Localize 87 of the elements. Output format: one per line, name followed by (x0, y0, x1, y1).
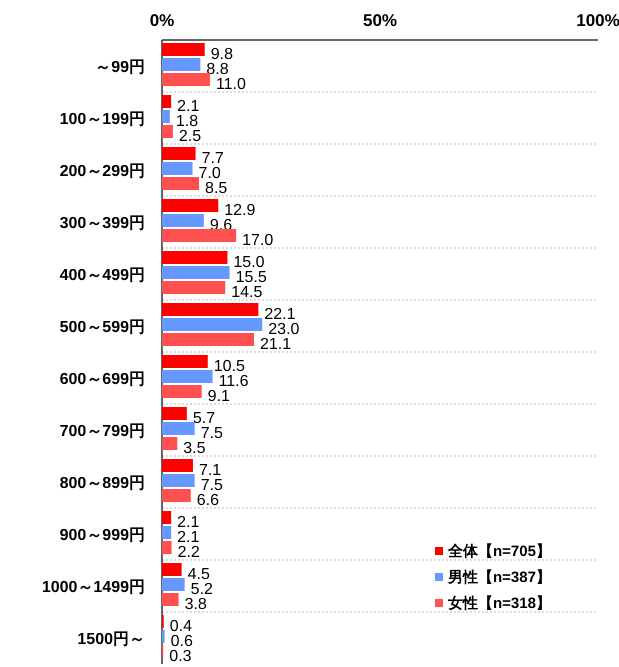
bar (162, 489, 191, 502)
bar (162, 333, 254, 346)
x-tick-label: 0% (150, 11, 174, 30)
data-label: 8.5 (205, 180, 228, 197)
data-label: 8.8 (206, 61, 229, 78)
data-label: 1.8 (176, 113, 198, 130)
legend-label: 全体【n=705】 (447, 543, 551, 560)
data-label: 15.0 (233, 254, 265, 271)
bar (162, 214, 204, 227)
data-label: 0.6 (170, 633, 193, 650)
bar (162, 147, 196, 160)
data-label: 4.5 (188, 566, 210, 583)
data-label: 3.8 (184, 596, 207, 613)
y-tick-label: 400～499円 (60, 267, 145, 284)
bar (162, 125, 173, 138)
data-label: 21.1 (260, 336, 292, 353)
bar (162, 459, 193, 472)
y-tick-label: 1500円～ (77, 631, 145, 648)
data-label: 3.5 (183, 440, 206, 457)
data-label: 7.5 (200, 477, 224, 494)
y-tick-label: 600～699円 (60, 371, 145, 388)
data-label: 7.5 (200, 425, 224, 442)
data-label: 2.1 (177, 98, 200, 115)
data-label: 9.8 (210, 46, 234, 63)
y-tick-label: 500～599円 (60, 319, 145, 336)
bar (162, 318, 262, 331)
bar (162, 511, 172, 524)
data-label: 23.0 (268, 321, 300, 338)
y-tick-label: 100～199円 (60, 111, 145, 128)
data-label: 17.0 (242, 232, 274, 249)
data-label: 2.2 (178, 544, 200, 561)
bar (162, 281, 226, 294)
bar (162, 630, 165, 643)
bar (162, 199, 218, 212)
bar (162, 422, 195, 435)
legend-label: 女性【n=318】 (447, 595, 551, 612)
bar (162, 541, 172, 554)
bar (162, 355, 208, 368)
y-tick-label: 700～799円 (60, 423, 145, 440)
y-tick-label: ～99円 (95, 59, 145, 76)
data-label: 14.5 (231, 284, 262, 301)
bar (162, 474, 195, 487)
bar (162, 43, 205, 56)
bar (162, 407, 187, 420)
y-tick-label: 200～299円 (60, 163, 145, 180)
bar (162, 593, 179, 606)
data-label: 7.7 (202, 150, 224, 167)
bar (162, 229, 236, 242)
data-label: 22.1 (264, 306, 296, 323)
legend-label: 男性【n=387】 (447, 569, 551, 586)
data-label: 12.9 (224, 202, 256, 219)
bar (162, 578, 185, 591)
y-tick-label: 300～399円 (60, 215, 145, 232)
bar (162, 303, 258, 316)
data-label: 2.5 (178, 128, 202, 145)
data-label: 2.1 (177, 529, 200, 546)
bar (162, 437, 178, 450)
bar (162, 73, 210, 86)
data-label: 5.2 (190, 581, 214, 598)
data-label: 10.5 (214, 358, 246, 375)
x-tick-label: 100% (576, 11, 619, 30)
bar (162, 526, 172, 539)
bar (162, 95, 172, 108)
bar (162, 251, 228, 264)
bar (162, 177, 200, 190)
data-label: 9.1 (208, 388, 230, 405)
bar (162, 266, 230, 279)
data-label: 6.6 (196, 492, 220, 509)
bar (162, 162, 193, 175)
data-label: 0.4 (170, 618, 192, 635)
data-label: 7.0 (198, 165, 221, 182)
y-tick-label: 900～999円 (60, 527, 145, 544)
data-label: 11.0 (216, 76, 246, 93)
y-tick-label: 800～899円 (60, 475, 145, 492)
y-tick-label: 1000～1499円 (42, 579, 145, 596)
bar (162, 370, 213, 383)
bar (162, 110, 170, 123)
bar (162, 385, 202, 398)
data-label: 15.5 (236, 269, 267, 286)
bar (162, 563, 182, 576)
data-label: 0.3 (169, 648, 192, 665)
data-label: 2.1 (177, 514, 200, 531)
data-label: 11.6 (218, 373, 249, 390)
data-label: 7.1 (198, 462, 222, 479)
data-label: 5.7 (192, 410, 216, 427)
x-tick-label: 50% (362, 11, 398, 30)
bar (162, 58, 200, 71)
